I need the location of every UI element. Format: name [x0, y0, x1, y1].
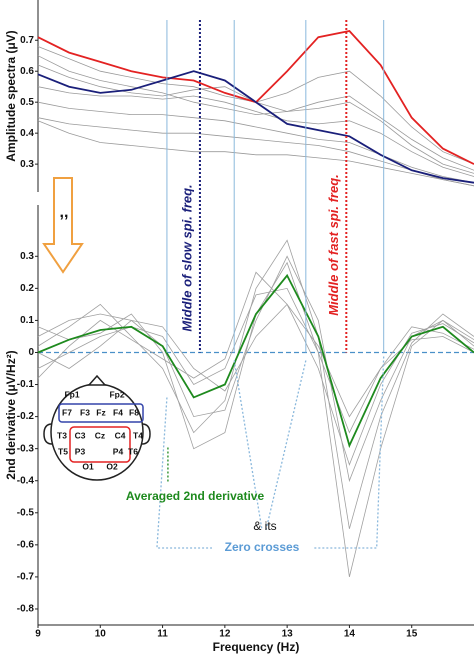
electrode-label: F8: [129, 407, 139, 417]
electrode-label: T3: [57, 430, 67, 440]
y-tick-label: 0.1: [20, 315, 34, 326]
annotation: & its: [253, 519, 276, 533]
y-tick-label: 0.2: [20, 283, 34, 294]
y-tick-label: -0.6: [17, 539, 35, 550]
series-line: [37, 30, 474, 165]
series-line: [37, 101, 474, 184]
electrode-label: P4: [113, 446, 124, 456]
x-tick-label: 14: [344, 629, 356, 640]
y-tick-label: -0.3: [17, 443, 35, 454]
frontal-box: [58, 403, 144, 423]
head-diagram: Fp1 Fp2 F7 F3 Fz F4 F8 T3 C3 Cz C4 T4 T5 P3 P4 T6 O1 O2: [43, 374, 151, 481]
zero-cross-pointer: [265, 360, 307, 531]
x-tick-label: 9: [35, 629, 41, 640]
electrode-label: Cz: [95, 430, 105, 440]
x-tick-label: 10: [95, 629, 107, 640]
series-line: [37, 255, 474, 483]
annotation: Zero crosses: [225, 540, 300, 554]
series-line: [37, 287, 474, 434]
y-tick-label: 0.3: [20, 251, 34, 262]
y-tick-label: -0.4: [17, 475, 35, 486]
y-tick-label: 0.6: [20, 66, 34, 77]
series-line: [37, 86, 474, 177]
central-box: [69, 426, 131, 463]
series-line: [37, 55, 474, 171]
y-tick-label: 0.5: [20, 97, 34, 108]
x-tick-label: 15: [406, 629, 418, 640]
electrode-label: F7: [62, 407, 72, 417]
x-tick-label: 11: [157, 629, 168, 640]
zero-cross-pointer: [233, 360, 263, 531]
y-axis-label: 2nd derivative (μV/Hz²): [4, 350, 18, 479]
series-line: [37, 70, 474, 184]
arrow-label: ,,: [60, 204, 69, 221]
electrode-label: T4: [133, 430, 143, 440]
x-tick-label: 13: [282, 629, 294, 640]
electrode-label: F3: [80, 407, 90, 417]
y-tick-label: -0.1: [17, 379, 35, 390]
y-tick-label: -0.2: [17, 411, 35, 422]
y-tick-label: -0.8: [17, 604, 35, 615]
zero-cross-pointer: [314, 356, 385, 549]
x-axis-label: Frequency (Hz): [213, 640, 300, 654]
x-tick-label: 12: [219, 629, 231, 640]
electrode-label: Fp2: [109, 389, 124, 399]
electrode-label: C3: [75, 430, 86, 440]
series-line: [37, 273, 474, 449]
electrode-label: T5: [58, 446, 68, 456]
electrode-label: F4: [113, 407, 123, 417]
electrode-label: Fz: [96, 407, 105, 417]
series-line: [37, 120, 474, 187]
right-ear: [141, 423, 151, 445]
electrode-label: O2: [106, 461, 118, 471]
y-tick-label: 0.4: [20, 128, 34, 139]
series-line: [37, 239, 474, 529]
frequency-marker-label: Middle of fast spi. freq.: [326, 174, 341, 316]
electrode-label: Fp1: [64, 389, 79, 399]
y-tick-label: 0: [28, 347, 34, 358]
y-tick-label: -0.5: [17, 507, 35, 518]
electrode-label: P3: [75, 446, 86, 456]
y-axis-label: Amplitude spectra (μV): [4, 30, 18, 161]
nose: [87, 374, 107, 386]
electrode-label: C4: [115, 430, 126, 440]
electrode-label: O1: [82, 461, 94, 471]
left-ear: [43, 423, 53, 445]
y-tick-label: -0.7: [17, 572, 35, 583]
series-label: Averaged 2nd derivative: [126, 489, 265, 503]
series-line: [37, 46, 474, 165]
y-tick-label: 0.7: [20, 35, 34, 46]
series-line: [37, 117, 474, 187]
down-arrow: [42, 177, 84, 274]
y-tick-label: 0.3: [20, 159, 34, 170]
frequency-marker-label: Middle of slow spi. freq.: [179, 184, 194, 331]
electrode-label: T6: [128, 446, 138, 456]
